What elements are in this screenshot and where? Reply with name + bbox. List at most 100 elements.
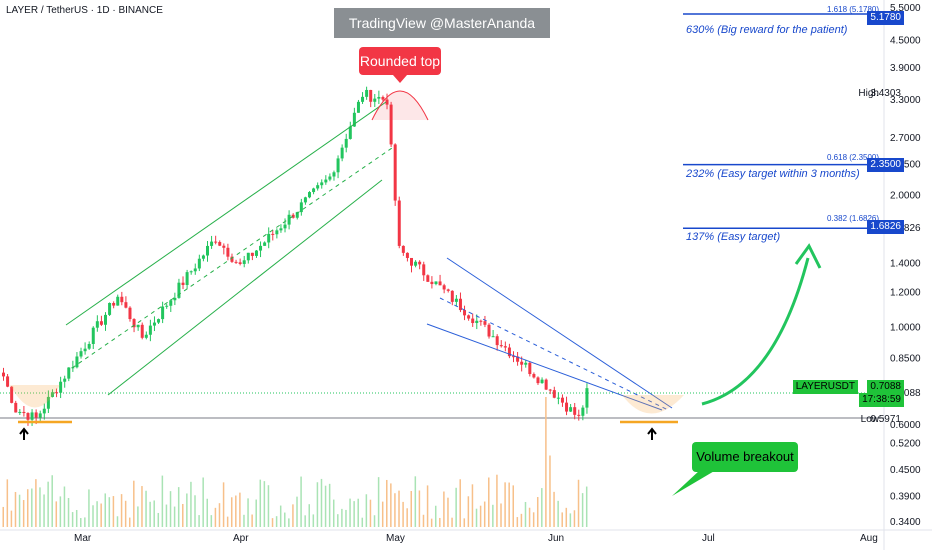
- channel-lower-line: [107, 179, 383, 396]
- volume-bar: [553, 491, 555, 527]
- volume-bar: [218, 503, 221, 527]
- volume-bar: [345, 509, 347, 527]
- candle-body: [495, 336, 499, 346]
- volume-bar: [198, 515, 200, 527]
- candle-body: [410, 257, 413, 266]
- volume-bar: [496, 474, 498, 527]
- candle-body: [475, 320, 479, 324]
- candle-body: [242, 260, 246, 264]
- price-tick-label: 3.3000: [890, 95, 921, 106]
- candle-body: [483, 321, 487, 325]
- candle-body: [87, 344, 91, 349]
- candle-body: [320, 182, 324, 186]
- rounded-top-callout: Rounded top: [359, 47, 441, 83]
- volume-bar: [210, 515, 213, 527]
- bottom-arrow-left: [19, 427, 29, 435]
- candle-body: [79, 351, 83, 357]
- volume-bar: [500, 503, 502, 527]
- candle-body: [352, 112, 356, 127]
- volume-bar: [300, 476, 302, 527]
- candle-body: [389, 104, 393, 145]
- volume-bar: [414, 476, 417, 527]
- volume-bar: [271, 518, 274, 527]
- candle-body: [377, 96, 381, 99]
- candle-body: [42, 408, 46, 414]
- price-tick-label: 2.3500: [890, 160, 921, 171]
- volume-bar: [120, 494, 123, 527]
- volume-bar: [532, 512, 535, 527]
- price-tick-label: 5.5000: [890, 3, 921, 14]
- date-jul: Jul: [702, 533, 715, 544]
- volume-bar: [26, 489, 29, 527]
- candle-body: [120, 296, 124, 303]
- candle-body: [148, 325, 152, 335]
- candle-body: [99, 321, 103, 325]
- candle-body: [177, 282, 181, 298]
- volume-bar: [512, 485, 514, 527]
- candle-body: [234, 261, 238, 263]
- target-137-label: 137% (Easy target): [686, 231, 781, 243]
- volume-bar: [520, 513, 523, 527]
- candle-body: [524, 362, 528, 365]
- volume-bar: [377, 477, 380, 527]
- volume-bar: [308, 504, 310, 527]
- candle-body: [83, 348, 87, 352]
- price-tag-2350: 2.3500: [867, 158, 904, 172]
- candle-body: [152, 322, 156, 326]
- candle-body: [185, 272, 189, 285]
- volume-bar: [361, 517, 364, 527]
- candle-body: [446, 289, 450, 291]
- volume-bar: [508, 482, 510, 527]
- candle-body: [14, 402, 18, 413]
- volume-bar: [128, 517, 131, 527]
- volume-bar: [275, 516, 278, 527]
- candle-body: [458, 298, 462, 311]
- candle-body: [116, 296, 120, 306]
- current-symbol-tag: LAYERUSDT: [792, 380, 858, 394]
- candle-body: [283, 224, 287, 229]
- volume-bar: [251, 514, 253, 527]
- symbol-title: LAYER / TetherUS · 1D · BINANCE: [6, 5, 163, 16]
- volume-bar: [312, 514, 315, 527]
- volume-bar: [524, 501, 527, 527]
- volume-bar: [288, 518, 290, 527]
- candle-body: [414, 261, 418, 266]
- candle-body: [312, 188, 316, 193]
- volume-bar: [324, 485, 327, 527]
- candle-body: [169, 300, 173, 306]
- candle-body: [226, 247, 230, 257]
- high-label: High: [858, 88, 879, 99]
- candle-body: [520, 361, 524, 365]
- volume-bar: [410, 490, 412, 527]
- volume-bar: [557, 500, 559, 527]
- bottom-highlight-right: [622, 395, 684, 414]
- volume-bar: [157, 512, 160, 527]
- fib-1618-label: 1.618 (5.1780): [827, 5, 880, 14]
- volume-bar: [88, 489, 90, 527]
- candle-body: [463, 310, 467, 316]
- candle-body: [540, 379, 544, 384]
- projection-arrowhead: [794, 243, 822, 269]
- volume-bar: [222, 482, 225, 527]
- volume-bar: [565, 507, 568, 527]
- wedge-mid-line: [439, 297, 669, 411]
- volume-bar: [35, 479, 37, 527]
- fib-0382-label: 0.382 (1.6826): [827, 214, 880, 223]
- volume-bar: [112, 496, 115, 527]
- volume-bar: [386, 479, 388, 527]
- volume-bar: [263, 481, 266, 527]
- candle-body: [75, 356, 79, 368]
- volume-bar: [165, 504, 168, 527]
- candle-body: [287, 214, 291, 225]
- candle-body: [128, 307, 132, 320]
- candle-body: [356, 101, 360, 113]
- candle-body: [340, 147, 344, 159]
- countdown-tag: 17:38:59: [859, 393, 904, 407]
- wedge-upper-line: [446, 257, 673, 409]
- volume-bar: [406, 508, 408, 527]
- candle-body: [22, 411, 26, 414]
- volume-bar: [235, 495, 237, 527]
- candle-body: [95, 321, 99, 328]
